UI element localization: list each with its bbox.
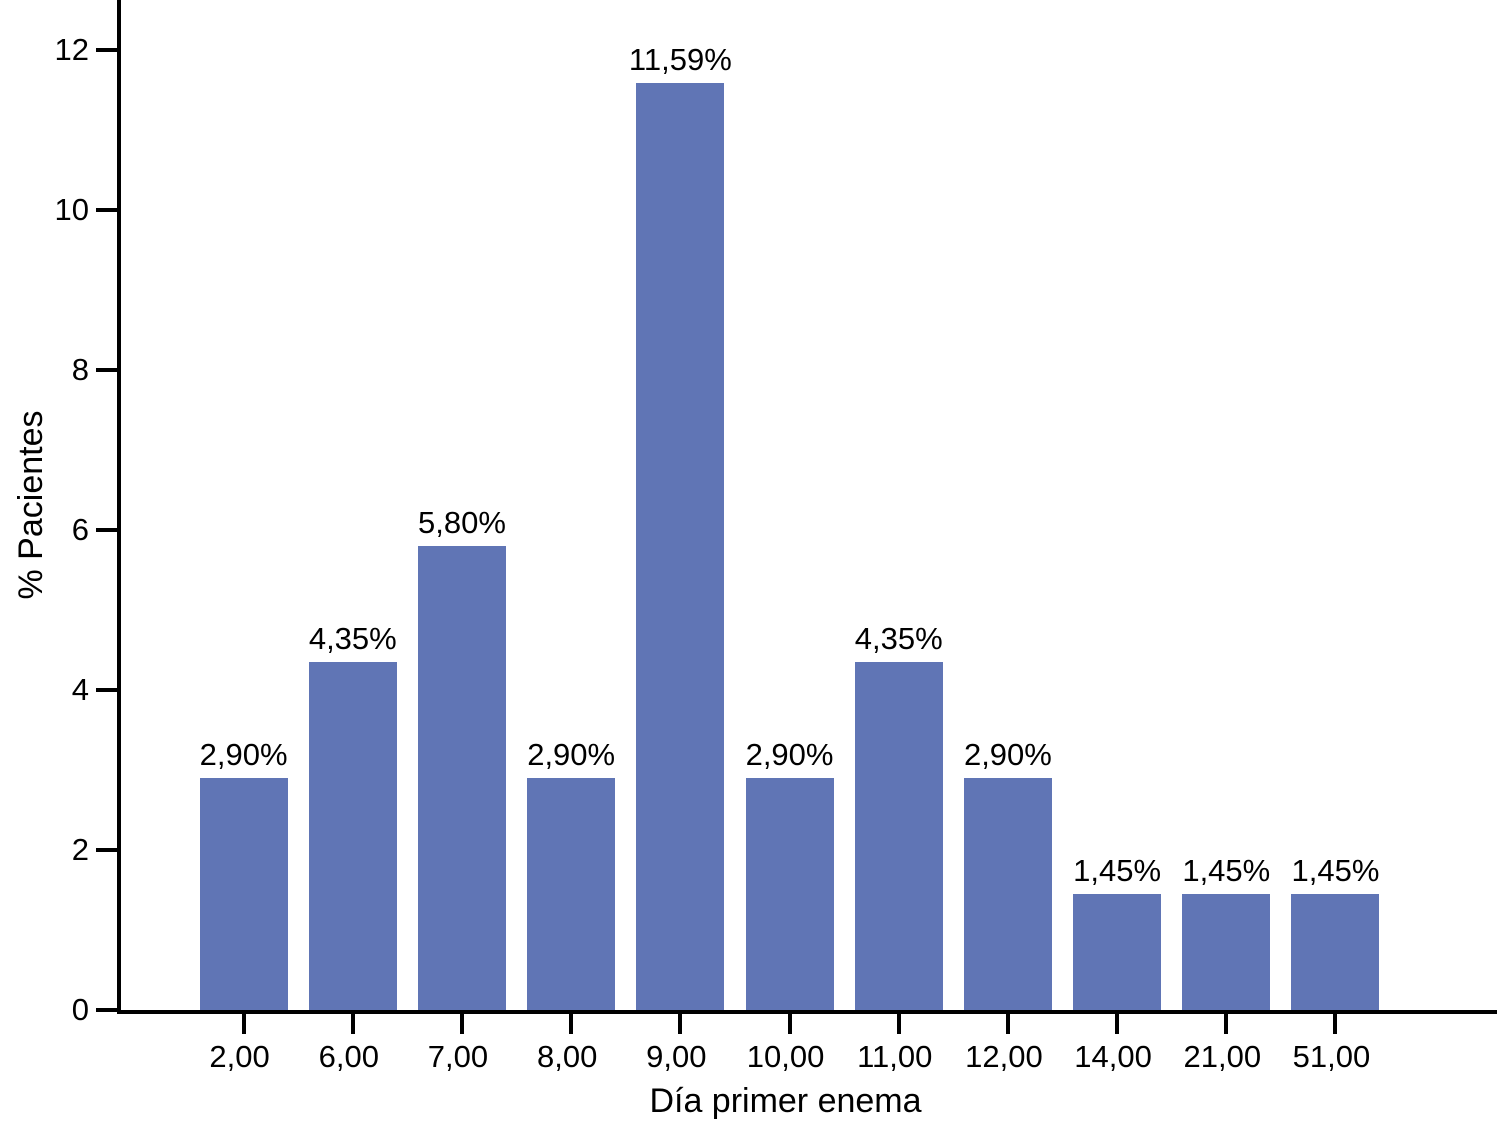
plot-area: 2,90% 4,35% 5,80% 2,90% 11,59% 2,90% 4,35% 2,90… — [55, 0, 1497, 1034]
bar — [636, 82, 725, 1010]
bar-slot: 5,80% — [407, 0, 516, 1010]
bar — [417, 546, 506, 1010]
bar-slot: 4,35% — [298, 0, 407, 1010]
y-tick-label: 4 — [71, 672, 89, 707]
x-tick-label: 21,00 — [1183, 1039, 1262, 1074]
y-tick-label: 2 — [71, 832, 89, 867]
x-tick-cell — [953, 1014, 1062, 1034]
bar — [745, 778, 834, 1010]
y-tick-mark — [96, 848, 117, 852]
x-tick-label: 7,00 — [427, 1039, 489, 1074]
bar — [1073, 894, 1162, 1010]
bar-slot: 1,45% — [1281, 0, 1390, 1010]
bar-value-label: 2,90% — [963, 737, 1052, 772]
x-axis-labels: 2,00 6,00 7,00 8,00 9,00 10,00 11,00 12,00 14,00… — [185, 1039, 1386, 1074]
x-tick-mark — [569, 1014, 574, 1034]
x-tick-label: 12,00 — [965, 1039, 1043, 1074]
x-tick-cell — [1063, 1014, 1172, 1034]
y-tick-mark — [96, 208, 117, 212]
y-tick-label: 8 — [71, 352, 89, 387]
x-tick-mark — [241, 1014, 246, 1034]
x-tick-cell — [407, 1014, 516, 1034]
bar-slot: 4,35% — [844, 0, 953, 1010]
bar-value-label: 1,45% — [1182, 853, 1271, 888]
bar-slot: 1,45% — [1172, 0, 1281, 1010]
y-tick-label: 10 — [54, 192, 89, 227]
x-tick-cell — [298, 1014, 407, 1034]
bar — [199, 778, 288, 1010]
x-tick-label: 6,00 — [318, 1039, 379, 1074]
bar — [1291, 894, 1380, 1010]
bar-value-label: 2,90% — [745, 737, 834, 772]
x-tick-mark — [1224, 1014, 1229, 1034]
x-tick-cell — [1172, 1014, 1281, 1034]
bar-slot: 2,90% — [735, 0, 844, 1010]
y-tick-mark — [96, 48, 117, 52]
x-tick-label: 10,00 — [746, 1039, 825, 1074]
bars: 2,90% 4,35% 5,80% 2,90% 11,59% 2,90% 4,35% 2,90… — [189, 0, 1390, 1010]
bar-value-label: 4,35% — [854, 621, 943, 656]
x-tick-cell — [735, 1014, 844, 1034]
bar-value-label: 5,80% — [418, 505, 506, 540]
x-tick-label: 11,00 — [857, 1039, 933, 1074]
y-tick-label: 6 — [71, 512, 89, 547]
x-tick-cell — [189, 1014, 298, 1034]
bar-slot: 1,45% — [1063, 0, 1172, 1010]
bar — [854, 662, 943, 1010]
x-tick-label: 14,00 — [1074, 1039, 1152, 1074]
x-tick-mark — [1115, 1014, 1120, 1034]
bar-value-label: 11,59% — [628, 41, 732, 77]
x-tick-mark — [350, 1014, 355, 1034]
x-axis-title: Día primer enema — [649, 1082, 922, 1120]
bar — [527, 778, 616, 1010]
bar-value-label: 1,45% — [1291, 853, 1380, 888]
x-tick-mark — [459, 1014, 464, 1034]
x-tick-mark — [1005, 1014, 1010, 1034]
bar-slot: 11,59% — [626, 0, 735, 1010]
bar-value-label: 2,90% — [199, 737, 288, 772]
x-tick-label: 2,00 — [209, 1039, 270, 1074]
bar — [308, 662, 397, 1010]
bar-slot: 2,90% — [189, 0, 298, 1010]
x-tick-cell — [626, 1014, 735, 1034]
y-tick-label: 12 — [54, 32, 89, 67]
bar-value-label: 1,45% — [1073, 853, 1162, 888]
x-tick-mark — [1333, 1014, 1338, 1034]
y-tick-label: 0 — [71, 992, 89, 1027]
x-tick-label: 51,00 — [1292, 1039, 1371, 1074]
x-tick-mark — [896, 1014, 901, 1034]
x-ticks — [189, 1014, 1390, 1034]
y-tick-mark — [96, 688, 117, 692]
bar-value-label: 4,35% — [308, 621, 397, 656]
y-tick-mark — [96, 528, 117, 532]
x-tick-cell — [1281, 1014, 1390, 1034]
x-tick-mark — [678, 1014, 683, 1034]
bar-slot: 2,90% — [517, 0, 626, 1010]
x-tick-cell — [844, 1014, 953, 1034]
x-tick-label: 9,00 — [646, 1039, 707, 1074]
x-tick-label: 8,00 — [536, 1039, 598, 1074]
x-tick-mark — [787, 1014, 792, 1034]
bar-slot: 2,90% — [953, 0, 1062, 1010]
y-tick-mark — [96, 368, 117, 372]
y-tick-mark — [96, 1008, 117, 1012]
bar-value-label: 2,90% — [527, 737, 616, 772]
bar — [1182, 894, 1271, 1010]
bar — [963, 778, 1052, 1010]
x-tick-cell — [517, 1014, 626, 1034]
